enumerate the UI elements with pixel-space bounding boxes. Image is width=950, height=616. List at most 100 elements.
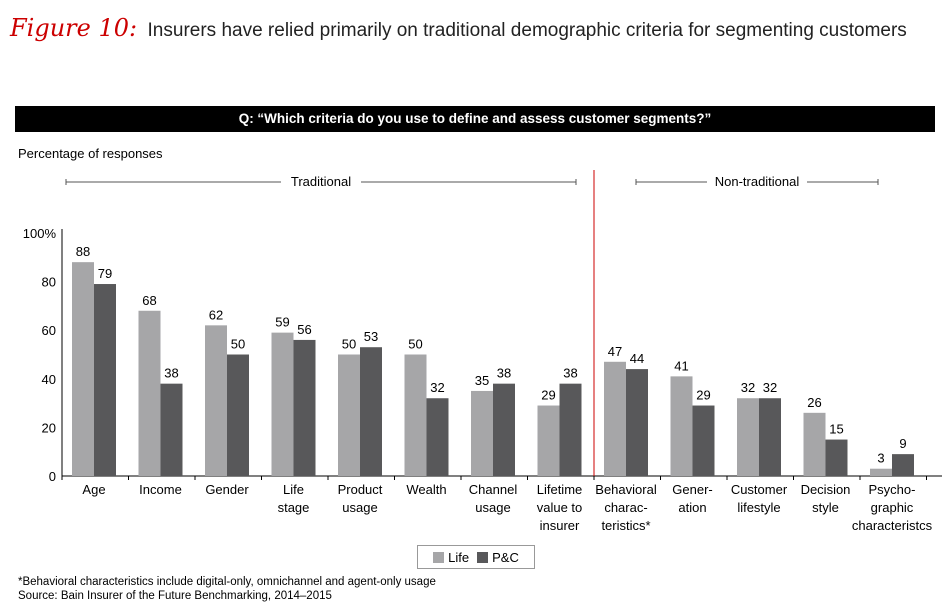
- bar-life: [803, 412, 826, 476]
- data-label-life: 59: [275, 315, 289, 330]
- data-label-life: 3: [877, 451, 884, 466]
- category-label: lifestyle: [737, 500, 780, 515]
- data-label-life: 62: [209, 307, 223, 322]
- bar-life: [338, 354, 360, 476]
- y-tick-label: 20: [42, 420, 56, 435]
- data-label-pc: 79: [98, 266, 112, 281]
- category-label: value to: [537, 500, 583, 515]
- category-label: Channel: [469, 482, 518, 497]
- category-label: stage: [278, 500, 310, 515]
- bar-life: [670, 376, 693, 476]
- bar-pc: [825, 439, 848, 476]
- data-label-pc: 38: [563, 366, 577, 381]
- data-label-life: 32: [741, 380, 755, 395]
- legend: Life P&C: [417, 545, 535, 569]
- bar-pc: [626, 369, 648, 476]
- bar-pc: [360, 347, 382, 476]
- data-label-pc: 29: [696, 388, 710, 403]
- category-label: style: [812, 500, 839, 515]
- data-label-pc: 9: [899, 436, 906, 451]
- bar-life: [471, 390, 493, 476]
- category-label: Behavioral: [595, 482, 657, 497]
- category-label: usage: [475, 500, 510, 515]
- legend-pc-label: P&C: [492, 549, 519, 565]
- bar-life: [737, 398, 759, 476]
- bar-life: [138, 310, 161, 476]
- data-label-life: 50: [408, 337, 422, 352]
- bar-life: [205, 325, 227, 476]
- bar-pc: [426, 398, 449, 476]
- bar-pc: [293, 339, 316, 476]
- bar-life: [271, 332, 294, 476]
- y-tick-label: 0: [49, 469, 56, 484]
- category-label: charac-: [604, 500, 647, 515]
- category-label: Wealth: [406, 482, 446, 497]
- y-tick-label: 80: [42, 275, 56, 290]
- data-label-pc: 53: [364, 329, 378, 344]
- data-label-life: 41: [674, 358, 688, 373]
- bar-pc: [160, 383, 183, 476]
- data-label-life: 50: [342, 337, 356, 352]
- category-label: Gender: [205, 482, 249, 497]
- y-tick-label: 40: [42, 372, 56, 387]
- category-label: ation: [678, 500, 706, 515]
- category-label: Psycho-: [869, 482, 916, 497]
- bar-pc: [227, 354, 249, 476]
- traditional-bracket-label: Traditional: [291, 174, 351, 189]
- category-label: Customer: [731, 482, 788, 497]
- figure-title: Figure 10: Insurers have relied primaril…: [10, 14, 907, 42]
- data-label-life: 68: [142, 293, 156, 308]
- figure-heading: Insurers have relied primarily on tradit…: [147, 20, 907, 41]
- data-label-life: 88: [76, 244, 90, 259]
- category-label: Income: [139, 482, 182, 497]
- category-label: Product: [338, 482, 383, 497]
- category-label: Gener-: [672, 482, 712, 497]
- data-label-pc: 44: [630, 351, 644, 366]
- y-tick-label: 60: [42, 323, 56, 338]
- bar-pc: [493, 383, 515, 476]
- bar-pc: [559, 383, 582, 476]
- legend-life-swatch: [433, 551, 445, 563]
- bar-pc: [892, 454, 914, 476]
- bar-pc: [692, 405, 715, 476]
- source-note: Source: Bain Insurer of the Future Bench…: [18, 590, 332, 602]
- non-traditional-bracket-label: Non-traditional: [715, 174, 800, 189]
- category-label: Life: [283, 482, 304, 497]
- bar-pc: [94, 284, 116, 476]
- data-label-life: 47: [608, 344, 622, 359]
- legend-pc: P&C: [477, 550, 519, 565]
- question-banner: Q: “Which criteria do you use to define …: [15, 106, 935, 132]
- data-label-pc: 32: [430, 380, 444, 395]
- bar-life: [537, 405, 560, 476]
- category-label: usage: [342, 500, 377, 515]
- legend-life: Life: [433, 550, 469, 565]
- figure-label: Figure 10:: [10, 14, 138, 42]
- bar-life: [870, 468, 892, 476]
- y-tick-label: 100%: [23, 226, 57, 241]
- data-label-pc: 56: [297, 322, 311, 337]
- y-axis-caption: Percentage of responses: [18, 146, 163, 161]
- data-label-life: 29: [541, 388, 555, 403]
- data-label-life: 26: [807, 395, 821, 410]
- category-label: Decision: [801, 482, 851, 497]
- bar-pc: [759, 398, 781, 476]
- bar-life: [604, 361, 626, 476]
- category-label: Age: [82, 482, 105, 497]
- category-label: teristics*: [601, 518, 650, 533]
- legend-pc-swatch: [477, 551, 489, 563]
- data-label-pc: 32: [763, 380, 777, 395]
- footnote-block: *Behavioral characteristics include digi…: [18, 575, 436, 603]
- category-label: graphic: [871, 500, 914, 515]
- data-label-pc: 15: [829, 422, 843, 437]
- legend-life-label: Life: [448, 549, 470, 565]
- category-label: Lifetime: [537, 482, 583, 497]
- data-label-life: 35: [475, 373, 489, 388]
- bar-life: [72, 262, 94, 476]
- data-label-pc: 50: [231, 337, 245, 352]
- bar-life: [404, 354, 427, 476]
- footnote: *Behavioral characteristics include digi…: [18, 576, 436, 588]
- category-label: characteristcs: [852, 518, 933, 533]
- category-label: insurer: [540, 518, 580, 533]
- data-label-pc: 38: [497, 366, 511, 381]
